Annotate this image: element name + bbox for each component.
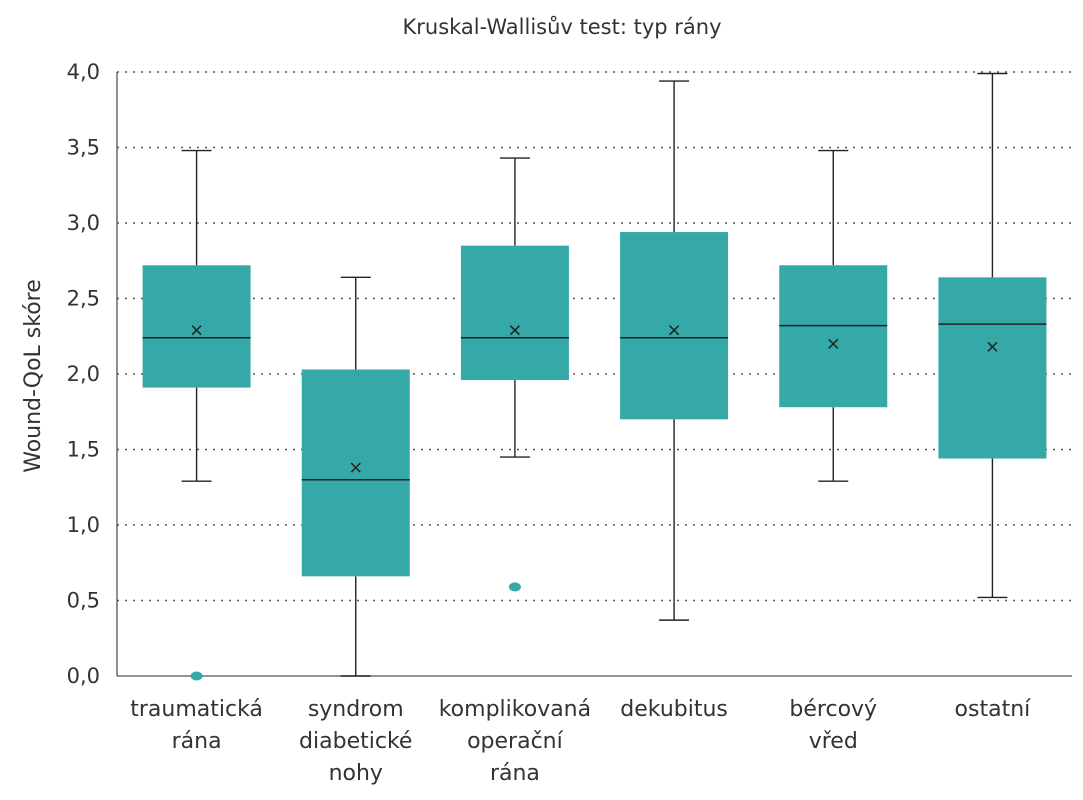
mean-marker [191,325,202,336]
category-label-line: ostatní [955,697,1032,722]
box-group [301,276,410,677]
y-tick-label: 1,5 [67,438,100,462]
category-label-line: nohy [329,761,383,786]
boxes [142,72,1047,681]
box-group [938,72,1047,599]
box-iqr [142,265,251,388]
category-label-line: komplikovaná [439,697,591,722]
box-group [460,157,569,592]
box-iqr [301,369,410,577]
y-tick-label: 0,0 [67,664,100,688]
box-iqr [779,265,888,408]
y-tick-label: 3,0 [67,211,100,235]
y-tick-label: 1,0 [67,513,100,537]
outlier-point [508,582,521,592]
category-label: ostatní [955,697,1032,722]
category-label-line: diabetické [299,729,412,754]
mean-marker [987,341,998,352]
axes [116,72,1072,677]
category-label-line: operační [467,729,564,754]
category-label: bércový vřed [789,697,877,754]
box-iqr [938,277,1047,459]
mean-marker [828,338,839,349]
y-tick-label: 2,0 [67,362,100,386]
box-iqr [460,245,569,381]
category-label-line: rána [490,761,540,786]
category-label-line: syndrom [308,697,404,722]
category-label-line: dekubitus [620,697,728,722]
y-axis-label: Wound-QoL skóre [21,279,46,473]
y-tick-label: 0,5 [67,589,100,613]
category-label-line: vřed [809,729,858,754]
gridlines [117,71,1072,602]
chart-title: Kruskal-Wallisův test: typ rány [402,15,721,39]
category-label: komplikovaná operační rána [439,697,591,786]
category-label-line: rána [172,729,222,754]
outlier-point [190,671,203,681]
category-label: dekubitus [620,697,728,722]
y-tick-label: 2,5 [67,287,100,311]
mean-marker [350,462,361,473]
box-group [142,149,251,681]
category-labels: traumatická rána syndrom diabetické nohy komp… [130,697,1031,786]
y-tick-label: 4,0 [67,60,100,84]
category-label-line: traumatická [130,697,263,722]
category-label: syndrom diabetické nohy [299,697,412,786]
y-tick-label: 3,5 [67,136,100,160]
box-group [620,80,729,621]
category-label: traumatická rána [130,697,263,754]
mean-marker [669,325,680,336]
category-label-line: bércový [789,697,877,722]
box-iqr [620,232,729,420]
y-tick-labels: 0,0 0,5 1,0 1,5 2,0 2,5 3,0 3,5 4,0 [67,60,100,688]
box-group [779,149,888,482]
mean-marker [509,325,520,336]
